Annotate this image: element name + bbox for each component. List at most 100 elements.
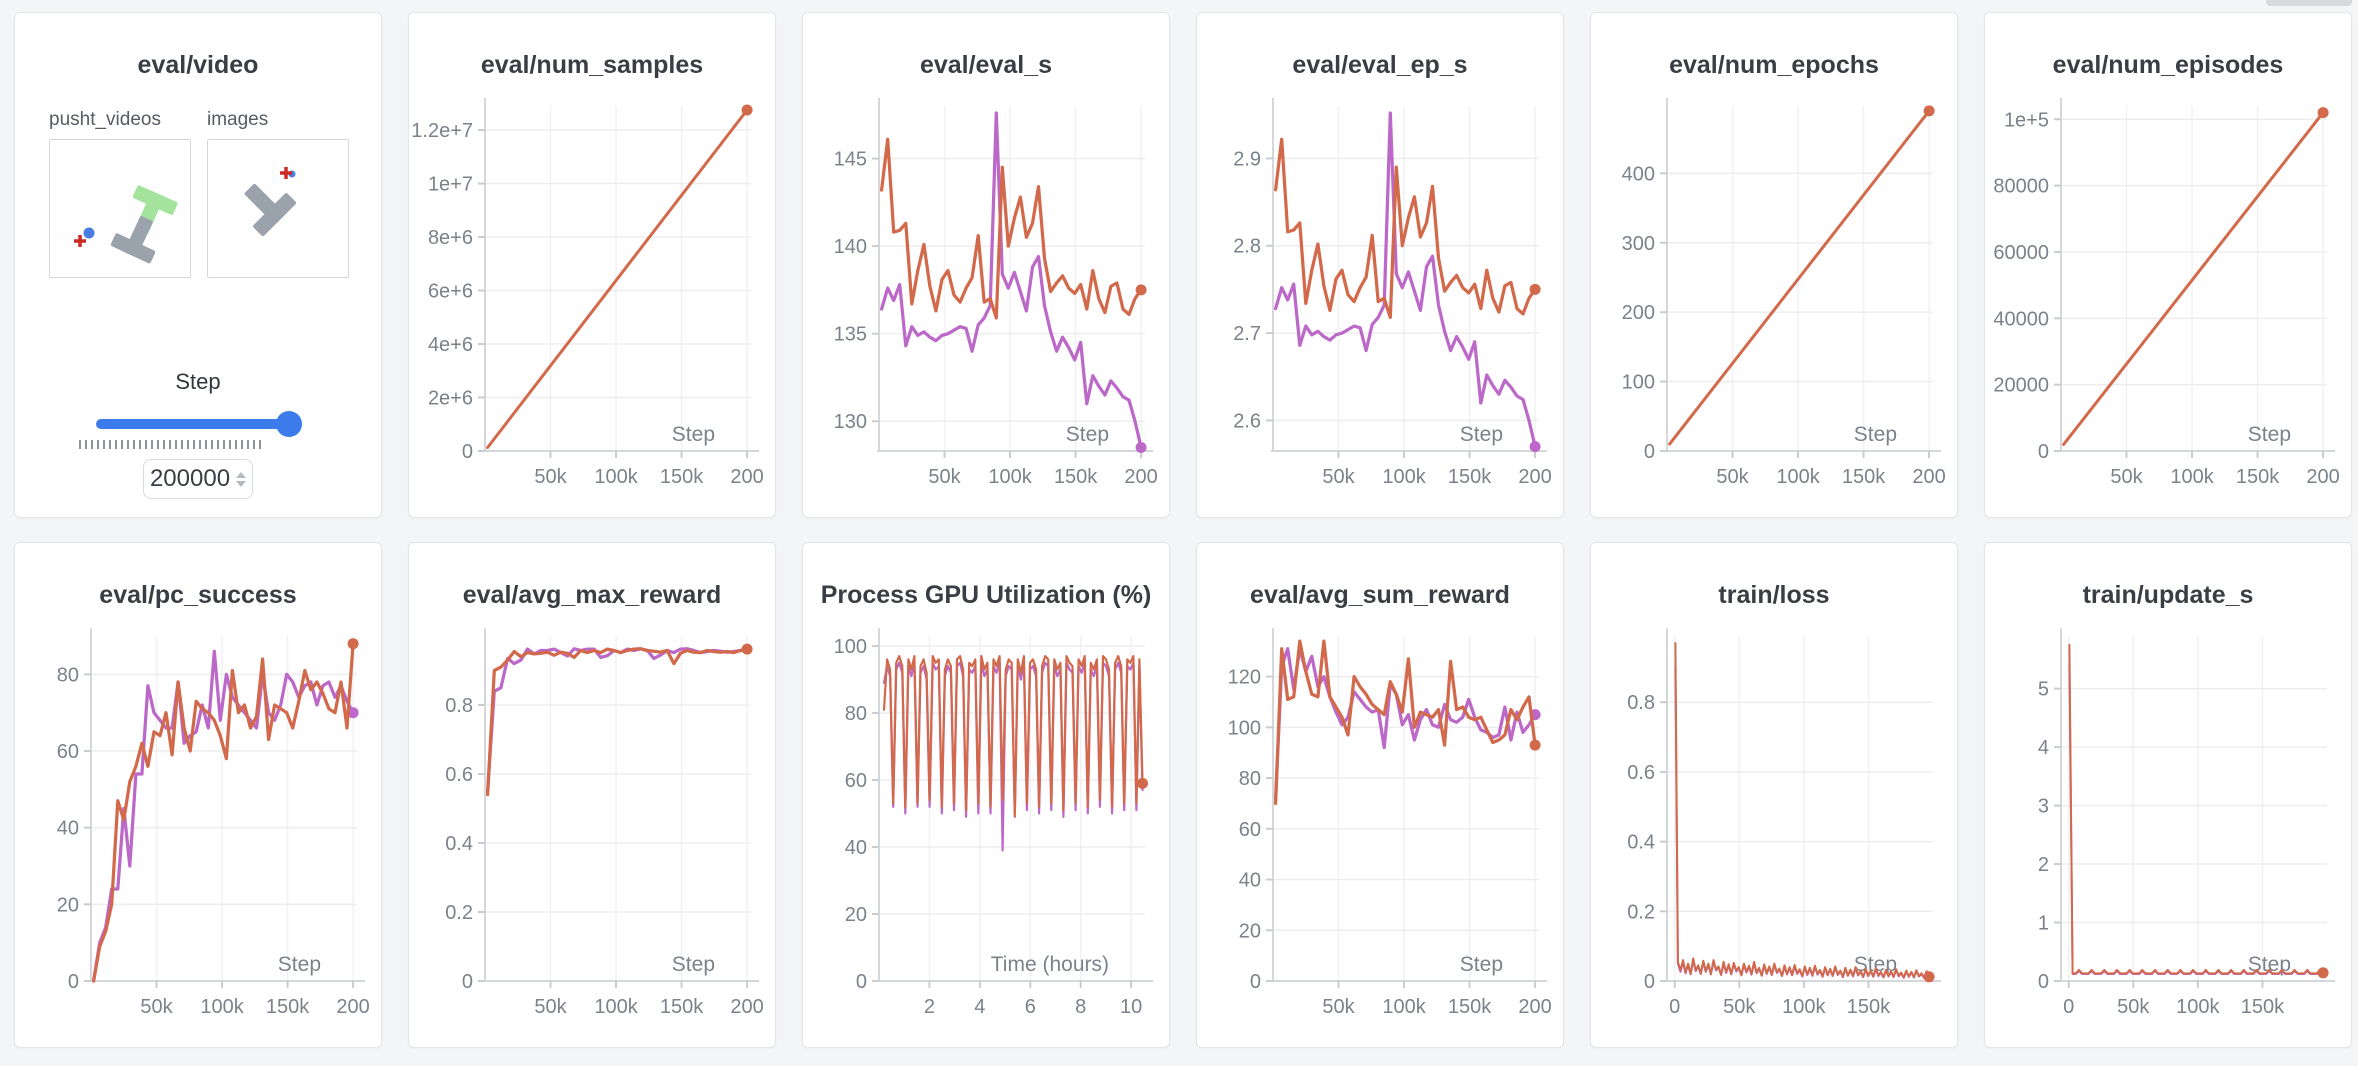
- pusht-video-frame[interactable]: [49, 139, 191, 278]
- step-slider-ruler: [79, 440, 265, 449]
- svg-text:Step: Step: [2248, 953, 2291, 976]
- svg-text:Step: Step: [2248, 423, 2291, 446]
- svg-text:100: 100: [1228, 717, 1261, 739]
- svg-text:200: 200: [730, 996, 763, 1018]
- step-value-input[interactable]: 200000: [143, 459, 253, 499]
- svg-text:50k: 50k: [534, 466, 567, 488]
- panel-eval-avg-sum-reward: eval/avg_sum_reward 0 20 40 60 80 100 120 50k 10…: [1196, 542, 1564, 1048]
- svg-text:20: 20: [57, 894, 79, 916]
- panel-eval-eval-s: eval/eval_s 130 135 140 145 50k 100k 150k 200 St…: [802, 12, 1170, 518]
- svg-text:Step: Step: [1854, 423, 1897, 446]
- panel-title: eval/num_samples: [480, 51, 704, 79]
- svg-text:0.4: 0.4: [1627, 832, 1655, 854]
- pusht-image-frame[interactable]: [207, 139, 349, 278]
- svg-text:2e+6: 2e+6: [428, 388, 473, 410]
- svg-text:2.9: 2.9: [1233, 148, 1261, 170]
- svg-text:100k: 100k: [988, 466, 1032, 488]
- step-slider-label: Step: [175, 369, 221, 394]
- step-slider-track[interactable]: [96, 419, 300, 429]
- panel-title: eval/num_epochs: [1669, 51, 1879, 79]
- svg-text:20000: 20000: [1993, 375, 2049, 397]
- svg-text:20: 20: [845, 904, 867, 926]
- svg-text:0.2: 0.2: [1627, 901, 1655, 923]
- svg-text:0: 0: [856, 971, 867, 993]
- svg-text:200: 200: [2306, 466, 2339, 488]
- svg-text:1e+7: 1e+7: [428, 174, 473, 196]
- panel-eval-pc-success: eval/pc_success 0 20 40 60 80 50k 100k 150k 200 S…: [14, 542, 382, 1048]
- panel-title: eval/pc_success: [99, 581, 297, 609]
- collapsed-panel-edge: [2266, 0, 2352, 6]
- svg-text:1: 1: [2038, 913, 2049, 935]
- svg-text:Step: Step: [672, 423, 715, 446]
- step-slider-thumb[interactable]: [276, 411, 302, 437]
- svg-text:300: 300: [1622, 233, 1655, 255]
- pusht-goal-cross: [280, 167, 292, 179]
- panel-title: Process GPU Utilization (%): [820, 581, 1152, 609]
- svg-text:0: 0: [462, 971, 473, 993]
- svg-text:60: 60: [57, 741, 79, 763]
- svg-text:0: 0: [1669, 996, 1680, 1018]
- svg-text:50k: 50k: [1322, 996, 1355, 1018]
- svg-text:Step: Step: [1460, 423, 1503, 446]
- svg-text:200: 200: [1518, 996, 1551, 1018]
- svg-text:60: 60: [845, 770, 867, 792]
- svg-text:150k: 150k: [1448, 466, 1492, 488]
- svg-text:140: 140: [834, 236, 867, 258]
- media-block-pusht-videos: pusht_videos: [49, 109, 191, 283]
- svg-text:0.6: 0.6: [1627, 762, 1655, 784]
- svg-text:150k: 150k: [266, 996, 310, 1018]
- panel-title: eval/avg_sum_reward: [1250, 581, 1510, 609]
- pusht-agent-dot: [83, 227, 95, 239]
- panel-train-update-s: train/update_s 0 1 2 3 4 5 0 50k 100k 150k Step: [1984, 542, 2352, 1048]
- svg-text:0: 0: [2038, 971, 2049, 993]
- svg-text:100k: 100k: [1382, 996, 1426, 1018]
- svg-text:4: 4: [974, 996, 985, 1018]
- media-row: pusht_videos images: [15, 109, 381, 283]
- svg-text:20: 20: [1239, 920, 1261, 942]
- svg-text:80000: 80000: [1993, 176, 2049, 198]
- svg-text:0.4: 0.4: [445, 833, 473, 855]
- panel-gpu-utilization: Process GPU Utilization (%) 0 20 40 60 80 100…: [802, 542, 1170, 1048]
- svg-text:40: 40: [845, 837, 867, 859]
- panel-title: eval/eval_ep_s: [1292, 51, 1468, 79]
- svg-text:1.2e+7: 1.2e+7: [411, 120, 473, 142]
- svg-text:2.8: 2.8: [1233, 236, 1261, 258]
- svg-text:0: 0: [2063, 996, 2074, 1018]
- step-stepper: [236, 471, 247, 487]
- svg-text:Step: Step: [1460, 953, 1503, 976]
- svg-text:2: 2: [2038, 854, 2049, 876]
- panel-train-loss: train/loss 0 0.2 0.4 0.6 0.8 0 50k 100k 150k Step: [1590, 542, 1958, 1048]
- pusht-gray-t-icon: [244, 183, 297, 237]
- stepper-down-icon[interactable]: [236, 480, 247, 487]
- svg-text:60: 60: [1239, 819, 1261, 841]
- panel-eval-num-samples: eval/num_samples 0 2e+6 4e+6 6e+6 8e+6 1e+7 1.…: [408, 12, 776, 518]
- svg-text:200: 200: [730, 466, 763, 488]
- step-control: Step 200000: [15, 369, 381, 499]
- svg-text:50k: 50k: [2117, 996, 2150, 1018]
- svg-text:0: 0: [1644, 441, 1655, 463]
- svg-text:4: 4: [2038, 737, 2049, 759]
- svg-text:100k: 100k: [594, 466, 638, 488]
- panel-title: train/loss: [1718, 581, 1830, 609]
- svg-text:8: 8: [1075, 996, 1086, 1018]
- stepper-up-icon[interactable]: [236, 471, 247, 478]
- panel-title: eval/eval_s: [919, 51, 1053, 79]
- svg-text:50k: 50k: [1716, 466, 1749, 488]
- panel-eval-num-episodes: eval/num_episodes 0 20000 40000 60000 80000 1…: [1984, 12, 2352, 518]
- svg-text:100k: 100k: [2170, 466, 2214, 488]
- svg-text:0: 0: [462, 441, 473, 463]
- step-value[interactable]: 200000: [149, 465, 231, 492]
- step-slider[interactable]: [96, 411, 302, 437]
- svg-text:100: 100: [834, 636, 867, 658]
- svg-text:6e+6: 6e+6: [428, 281, 473, 303]
- svg-text:0.8: 0.8: [1627, 692, 1655, 714]
- pusht-gray-t-icon: [110, 216, 156, 264]
- svg-text:200: 200: [1124, 466, 1157, 488]
- svg-text:135: 135: [834, 324, 867, 346]
- svg-text:100: 100: [1622, 372, 1655, 394]
- media-label: pusht_videos: [49, 109, 161, 130]
- svg-text:100k: 100k: [594, 996, 638, 1018]
- svg-text:200: 200: [1912, 466, 1945, 488]
- svg-text:80: 80: [845, 703, 867, 725]
- svg-text:150k: 150k: [660, 996, 704, 1018]
